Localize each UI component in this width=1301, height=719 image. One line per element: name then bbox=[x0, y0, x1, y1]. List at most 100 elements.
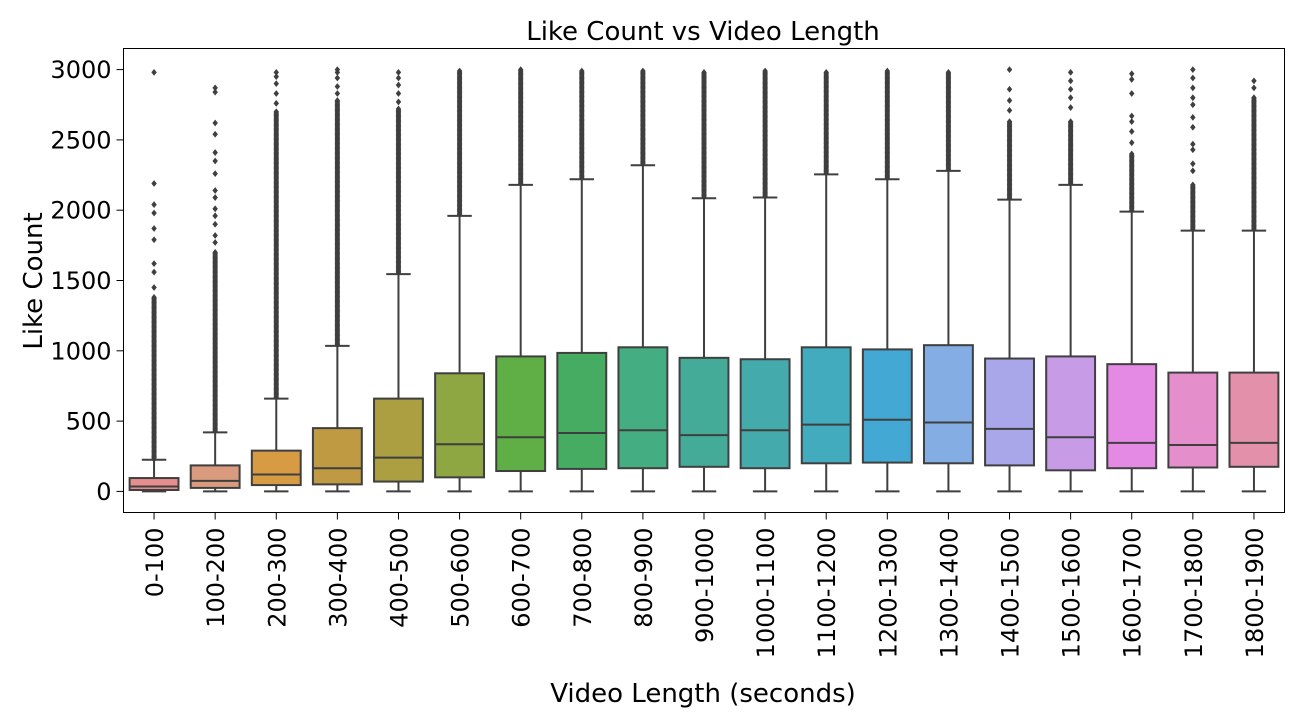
outliers bbox=[945, 69, 952, 173]
outlier-point bbox=[151, 69, 157, 76]
outlier-point bbox=[212, 248, 218, 256]
outliers bbox=[456, 67, 463, 218]
outlier-point bbox=[1129, 112, 1135, 120]
box-body bbox=[984, 357, 1035, 467]
box-body bbox=[800, 346, 852, 465]
box-body bbox=[189, 464, 241, 489]
box-300-400 bbox=[311, 66, 363, 493]
outliers bbox=[212, 84, 218, 435]
outlier-point bbox=[212, 149, 218, 156]
y-tick-label: 2500 bbox=[50, 126, 111, 154]
outlier-point bbox=[395, 69, 402, 76]
outlier-point bbox=[212, 157, 218, 165]
outlier-point bbox=[334, 83, 341, 90]
outliers bbox=[1006, 66, 1013, 202]
outlier-point bbox=[212, 187, 218, 194]
outlier-point bbox=[212, 130, 218, 138]
y-tick-label: 1000 bbox=[50, 337, 111, 365]
x-tick-label: 1100-1200 bbox=[813, 528, 841, 659]
outlier-point bbox=[273, 69, 279, 76]
box-body bbox=[1228, 371, 1280, 468]
outlier-point bbox=[273, 99, 279, 107]
outlier-point bbox=[1190, 167, 1196, 175]
y-tick-label: 0 bbox=[96, 478, 111, 506]
x-tick-label: 1500-1600 bbox=[1058, 528, 1086, 659]
box-1300-1400 bbox=[922, 69, 974, 493]
box-1100-1200 bbox=[800, 69, 852, 493]
outlier-point bbox=[1190, 160, 1196, 168]
box-500-600 bbox=[434, 67, 486, 493]
outlier-point bbox=[1067, 85, 1074, 93]
box-body bbox=[617, 346, 669, 470]
outlier-point bbox=[151, 260, 157, 268]
x-tick-label: 1300-1400 bbox=[935, 528, 963, 659]
outlier-point bbox=[334, 97, 341, 104]
outlier-point bbox=[212, 88, 218, 96]
outlier-point bbox=[1190, 113, 1196, 121]
outlier-point bbox=[1006, 106, 1013, 114]
box-body bbox=[250, 449, 302, 487]
outlier-point bbox=[1190, 84, 1196, 92]
outlier-point bbox=[151, 209, 157, 217]
outlier-point bbox=[456, 67, 463, 75]
outlier-point bbox=[212, 194, 218, 201]
box-body bbox=[678, 356, 730, 468]
x-tick-label: 700-800 bbox=[569, 528, 597, 628]
outlier-point bbox=[1190, 101, 1196, 109]
outlier-point bbox=[212, 232, 218, 239]
outlier-point bbox=[151, 284, 157, 291]
outlier-point bbox=[1006, 118, 1013, 126]
outlier-point bbox=[212, 119, 218, 127]
box-600-700 bbox=[495, 66, 547, 493]
outliers bbox=[334, 66, 341, 348]
outlier-point bbox=[1190, 66, 1196, 73]
outlier-point bbox=[151, 201, 157, 208]
x-tick-label: 1600-1700 bbox=[1119, 528, 1147, 659]
box-body bbox=[1045, 355, 1097, 472]
outliers bbox=[395, 69, 402, 277]
outlier-point bbox=[1067, 69, 1074, 76]
x-tick-label: 1700-1800 bbox=[1180, 528, 1208, 659]
outlier-point bbox=[640, 67, 646, 75]
box-200-300 bbox=[250, 69, 302, 493]
outlier-point bbox=[1006, 97, 1013, 104]
outlier-point bbox=[395, 74, 402, 82]
outlier-point bbox=[212, 170, 218, 178]
box-body bbox=[128, 477, 180, 492]
outlier-point bbox=[151, 293, 157, 301]
outlier-point bbox=[1129, 128, 1135, 135]
x-tick-label: 400-500 bbox=[385, 528, 413, 628]
outlier-point bbox=[1251, 84, 1257, 92]
outlier-point bbox=[395, 90, 402, 97]
outlier-point bbox=[273, 108, 279, 116]
x-tick-label: 100-200 bbox=[202, 528, 230, 628]
box-1000-1100 bbox=[739, 67, 791, 493]
outlier-point bbox=[1190, 123, 1196, 131]
y-axis-title: Like Count bbox=[19, 212, 49, 349]
outliers bbox=[151, 69, 157, 463]
outlier-point bbox=[1251, 77, 1257, 85]
x-tick-label: 1000-1100 bbox=[752, 528, 780, 659]
box-1200-1300 bbox=[861, 67, 913, 493]
outlier-point bbox=[212, 84, 218, 92]
outlier-point bbox=[273, 73, 279, 81]
outlier-point bbox=[395, 105, 402, 113]
outlier-point bbox=[701, 69, 707, 76]
y-axis: 0 500 1000 1500 2000 2500 3000 bbox=[50, 56, 124, 506]
outlier-point bbox=[1190, 181, 1196, 189]
outlier-point bbox=[212, 205, 218, 213]
outliers bbox=[1129, 70, 1135, 214]
outliers bbox=[762, 67, 768, 200]
outlier-point bbox=[1129, 76, 1135, 83]
box-body bbox=[556, 351, 608, 470]
chart-title: Like Count vs Video Length bbox=[526, 17, 880, 47]
box-body bbox=[922, 344, 974, 465]
outlier-point bbox=[395, 81, 402, 89]
box-1500-1600 bbox=[1045, 69, 1097, 493]
box-800-900 bbox=[617, 67, 669, 493]
outliers bbox=[884, 67, 891, 182]
y-tick-label: 1500 bbox=[50, 267, 111, 295]
outliers bbox=[1190, 66, 1196, 233]
x-tick-label: 1800-1900 bbox=[1241, 528, 1269, 659]
